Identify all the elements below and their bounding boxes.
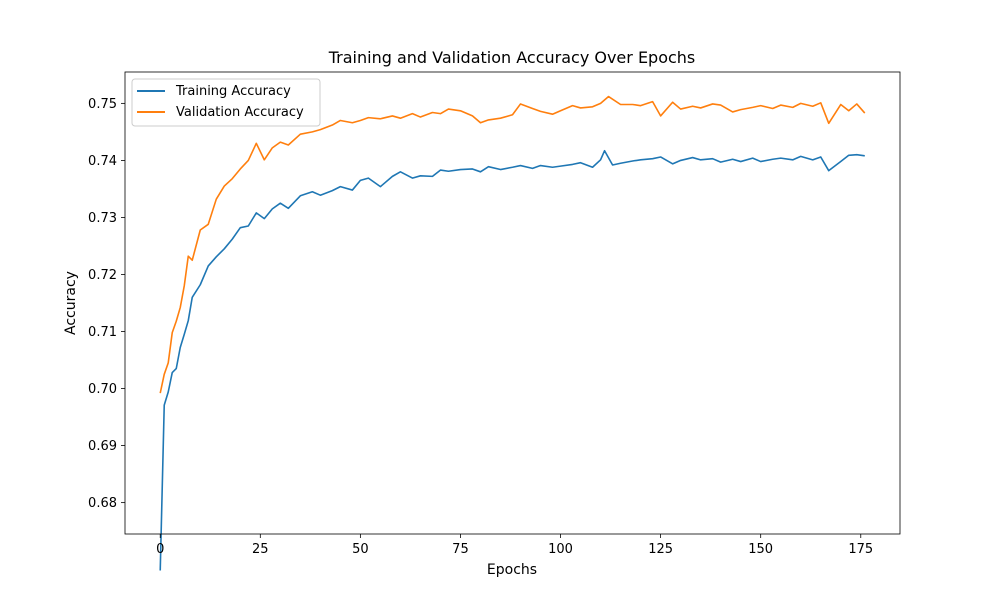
- x-tick-label: 175: [848, 542, 873, 557]
- x-tick-label: 75: [452, 542, 469, 557]
- series-layer: [159, 95, 866, 571]
- y-tick-label: 0.74: [88, 154, 117, 169]
- x-axis-label: Epochs: [487, 562, 537, 578]
- plot-area: [124, 71, 901, 571]
- plot-frame: [124, 71, 901, 535]
- chart-title: Training and Validation Accuracy Over Ep…: [328, 48, 696, 67]
- legend-label-training: Training Accuracy: [175, 84, 291, 99]
- y-tick-label: 0.75: [88, 97, 117, 112]
- y-tick-label: 0.73: [88, 211, 117, 226]
- y-tick-label: 0.68: [88, 496, 117, 511]
- y-axis-label: Accuracy: [63, 271, 79, 335]
- series-line-validation-accuracy: [159, 95, 866, 394]
- y-tick-label: 0.70: [88, 382, 117, 397]
- legend-label-validation: Validation Accuracy: [176, 105, 304, 120]
- x-tick-label: 25: [252, 542, 269, 557]
- x-tick-label: 100: [548, 542, 573, 557]
- y-tick-label: 0.71: [88, 325, 117, 340]
- legend-box: [131, 78, 321, 127]
- y-tick-label: 0.69: [88, 439, 117, 454]
- legend: Training Accuracy Validation Accuracy: [131, 78, 321, 127]
- plot-background: [125, 72, 900, 534]
- x-tick-label: 50: [352, 542, 369, 557]
- y-axis-ticks: 0.68 0.69 0.70 0.71 0.72 0.73 0.74 0.75: [88, 97, 125, 511]
- x-tick-label: 150: [748, 542, 773, 557]
- x-tick-label: 0: [156, 542, 164, 557]
- x-axis-ticks: 0 25 50 75 100 125 150 175: [156, 534, 873, 557]
- x-tick-label: 125: [648, 542, 673, 557]
- y-tick-label: 0.72: [88, 268, 117, 283]
- series-line-training-accuracy: [159, 149, 865, 571]
